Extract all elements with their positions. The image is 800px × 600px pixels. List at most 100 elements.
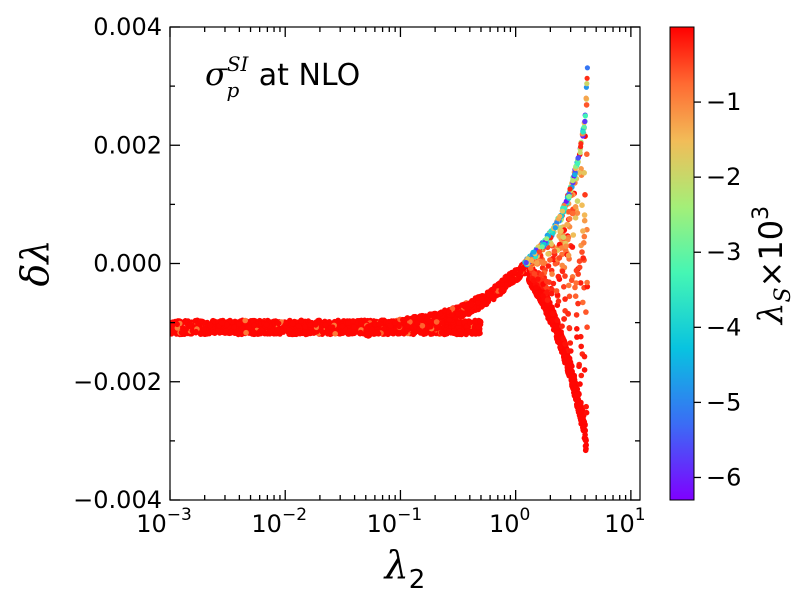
data-point xyxy=(531,271,538,277)
data-point xyxy=(566,357,573,364)
data-point xyxy=(581,233,588,240)
data-point xyxy=(266,329,273,336)
data-point xyxy=(351,324,357,330)
colorbar-label-symbol: λ xyxy=(751,303,791,327)
data-point xyxy=(558,227,564,234)
data-point xyxy=(404,323,411,329)
data-point xyxy=(564,367,571,374)
data-point xyxy=(576,258,583,265)
data-point xyxy=(560,335,566,342)
data-point xyxy=(477,318,484,325)
data-point xyxy=(274,326,281,333)
data-point xyxy=(544,278,550,285)
data-point xyxy=(197,318,204,325)
data-point xyxy=(581,212,588,218)
data-point xyxy=(419,323,426,329)
data-point xyxy=(582,192,588,198)
data-point xyxy=(538,271,545,278)
data-point xyxy=(250,317,256,324)
annotation-suffix: at NLO xyxy=(249,58,360,93)
data-point xyxy=(577,381,583,387)
data-point xyxy=(566,282,572,289)
data-point xyxy=(471,328,478,335)
data-point xyxy=(572,293,579,300)
data-point xyxy=(581,353,588,360)
data-point xyxy=(580,129,586,135)
data-point xyxy=(583,102,590,108)
data-point xyxy=(580,255,586,261)
data-point xyxy=(566,293,573,300)
data-point xyxy=(446,317,453,323)
data-point xyxy=(567,186,573,192)
data-point xyxy=(210,329,216,336)
colorbar-tick-label: −1 xyxy=(706,88,741,116)
data-point xyxy=(564,221,570,228)
data-point xyxy=(584,81,590,87)
data-point xyxy=(231,324,237,331)
data-point xyxy=(555,298,562,305)
data-point xyxy=(539,244,545,250)
data-point xyxy=(554,323,561,330)
data-point xyxy=(178,329,185,336)
data-point xyxy=(298,318,304,325)
data-point xyxy=(468,301,475,308)
data-point xyxy=(373,330,380,337)
data-point xyxy=(577,150,583,156)
data-point xyxy=(578,343,584,350)
colorbar-label-superscript: 3 xyxy=(749,206,774,220)
colorbar-ticks: −1 −2 −3 −4 −5 −6 xyxy=(694,88,741,491)
data-point xyxy=(544,289,550,295)
data-point xyxy=(495,281,501,288)
data-point xyxy=(451,328,457,335)
data-point xyxy=(511,268,518,275)
data-point xyxy=(339,323,346,330)
data-point xyxy=(561,349,567,356)
data-point xyxy=(270,326,277,333)
colorbar-label-subscript: S xyxy=(771,287,796,302)
data-point xyxy=(544,236,550,242)
data-point xyxy=(554,317,561,324)
data-point xyxy=(170,328,174,335)
data-point xyxy=(328,324,335,331)
x-axis-subscript: 2 xyxy=(409,565,426,595)
data-point xyxy=(427,311,433,318)
data-point xyxy=(570,178,576,184)
data-point xyxy=(561,284,567,290)
data-point xyxy=(295,323,302,329)
data-point xyxy=(583,409,590,416)
data-point xyxy=(570,210,576,217)
data-point xyxy=(479,303,485,310)
data-point xyxy=(449,312,456,318)
data-point xyxy=(581,240,587,246)
colorbar-label-mid: ×10 xyxy=(752,220,790,288)
colorbar-tick-label: −4 xyxy=(706,313,741,341)
data-point xyxy=(475,324,482,330)
y-tick-labels: −0.004 −0.002 0.000 0.002 0.004 xyxy=(73,13,162,514)
colorbar-tick-label: −2 xyxy=(706,163,741,191)
data-point xyxy=(401,317,408,323)
annotation-subscript: p xyxy=(226,78,239,102)
data-point xyxy=(223,328,229,334)
data-point xyxy=(582,118,588,125)
data-point xyxy=(584,75,590,81)
data-point xyxy=(414,320,421,327)
data-point xyxy=(228,330,234,336)
data-point xyxy=(548,290,555,297)
data-point xyxy=(392,320,398,327)
data-point xyxy=(302,323,308,330)
data-point xyxy=(251,322,257,329)
data-point xyxy=(570,232,577,238)
data-point xyxy=(584,283,591,290)
data-point xyxy=(345,320,351,326)
data-point xyxy=(568,277,575,284)
data-point xyxy=(533,260,540,266)
data-point xyxy=(583,403,589,410)
data-point xyxy=(425,318,432,324)
data-point xyxy=(576,169,582,176)
data-point xyxy=(581,124,587,130)
data-point xyxy=(224,321,230,328)
data-point xyxy=(575,161,581,167)
data-point xyxy=(242,317,248,324)
data-point xyxy=(417,315,423,322)
colorbar-label: λS×103 xyxy=(749,206,796,326)
